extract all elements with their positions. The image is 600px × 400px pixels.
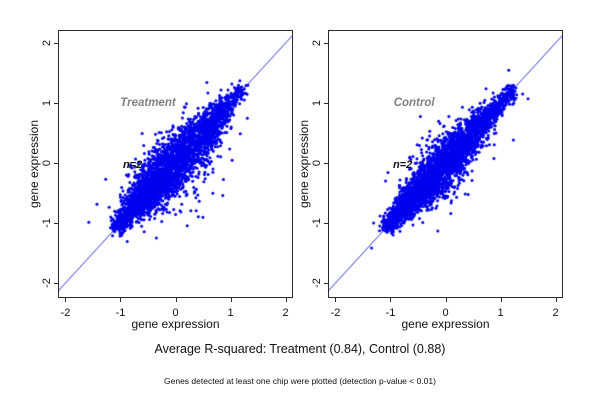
y-tick-label: 0 [311,159,323,167]
x-tick-label: 0 [172,307,179,319]
y-tick-mark [54,223,58,224]
n-annotation: n=2 [122,159,143,172]
y-tick-label: 2 [311,39,323,47]
panel-label: Treatment [120,97,176,109]
x-tick-label: -1 [115,307,126,319]
y-tick-mark [54,283,58,284]
x-tick-mark [445,298,447,302]
x-tick-mark [230,298,232,302]
y-tick-mark [324,223,328,224]
x-tick-label: -1 [385,307,396,319]
x-tick-label: -2 [60,307,71,319]
x-tick-mark [120,298,122,302]
x-tick-mark [555,298,557,302]
y-axis-title: gene expression [297,119,311,209]
y-tick-mark [324,43,328,45]
x-tick-label: 0 [442,307,449,319]
panel-label: Control [393,97,435,109]
y-tick-label: -2 [41,278,53,288]
y-tick-mark [324,163,328,164]
scatter-panel-control: -2 -1 0 1 2 -2 -1 0 1 2 gene expression gene expres… [297,30,563,331]
x-tick-mark [335,298,337,302]
y-tick-label: 2 [41,39,53,47]
y-tick-mark [324,283,328,284]
scatter-canvas [328,30,563,298]
x-axis-title: gene expression [131,317,220,331]
y-tick-mark [324,103,328,104]
y-tick-label: 1 [41,99,53,107]
y-tick-label: -2 [311,278,323,288]
footnote: Genes detected at least one chip were pl… [164,376,436,386]
y-tick-label: -1 [41,218,53,228]
x-tick-label: 2 [552,307,559,319]
x-tick-label: -2 [330,307,341,319]
x-tick-label: 1 [227,307,234,319]
y-tick-label: -1 [311,218,323,228]
scatter-canvas [58,30,293,298]
y-tick-mark [54,43,58,45]
x-tick-mark [500,298,502,302]
y-tick-label: 0 [41,159,53,167]
scatter-panel-treatment: -2 -1 0 1 2 -2 -1 0 1 2 gene expression gene expres… [27,30,293,331]
y-tick-label: 1 [311,99,323,107]
x-axis-title: gene expression [401,317,490,331]
y-tick-mark [54,163,58,164]
y-axis-title: gene expression [27,119,41,209]
x-tick-mark [65,298,67,302]
x-tick-mark [285,298,287,302]
x-tick-mark [175,298,177,302]
x-tick-mark [390,298,392,302]
x-tick-label: 1 [497,307,504,319]
x-tick-label: 2 [282,307,289,319]
caption: Average R-squared: Treatment (0.84), Con… [154,342,446,356]
n-annotation: n=2 [392,159,413,172]
y-tick-mark [54,103,58,104]
